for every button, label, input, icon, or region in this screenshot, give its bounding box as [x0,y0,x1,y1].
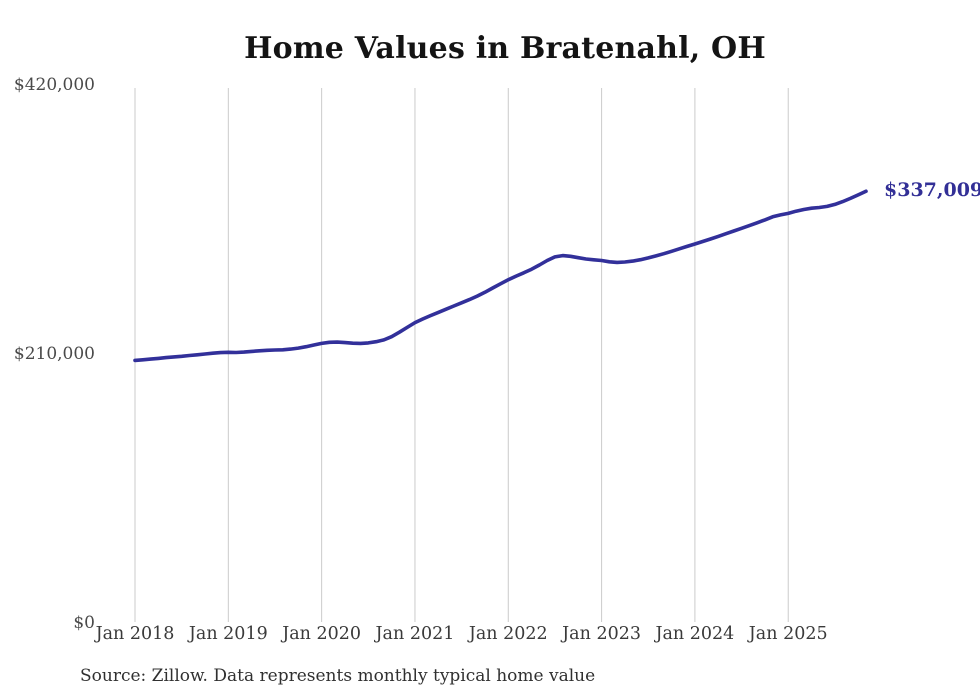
current-value-label: $337,009 [884,179,980,202]
x-axis-tick-label: Jan 2024 [655,624,735,644]
y-axis-tick-label-420k: $420,000 [13,74,95,95]
chart-title: Home Values in Bratenahl, OH [244,31,766,66]
x-axis-tick-label: Jan 2025 [748,624,828,644]
x-axis-tick-label: Jan 2023 [562,624,641,644]
x-axis-tick-label: Jan 2019 [188,624,268,644]
x-axis-tick-label: Jan 2020 [282,624,362,644]
x-axis-tick-label: Jan 2021 [375,624,455,644]
y-axis-tick-label-210k: $210,000 [13,343,95,364]
home-value-line [133,189,868,363]
x-axis-tick-label: Jan 2018 [95,624,175,644]
source-note: Source: Zillow. Data represents monthly … [80,666,596,686]
x-axis-tick-label: Jan 2022 [468,624,548,644]
y-axis-tick-label-0: $0 [73,612,95,633]
